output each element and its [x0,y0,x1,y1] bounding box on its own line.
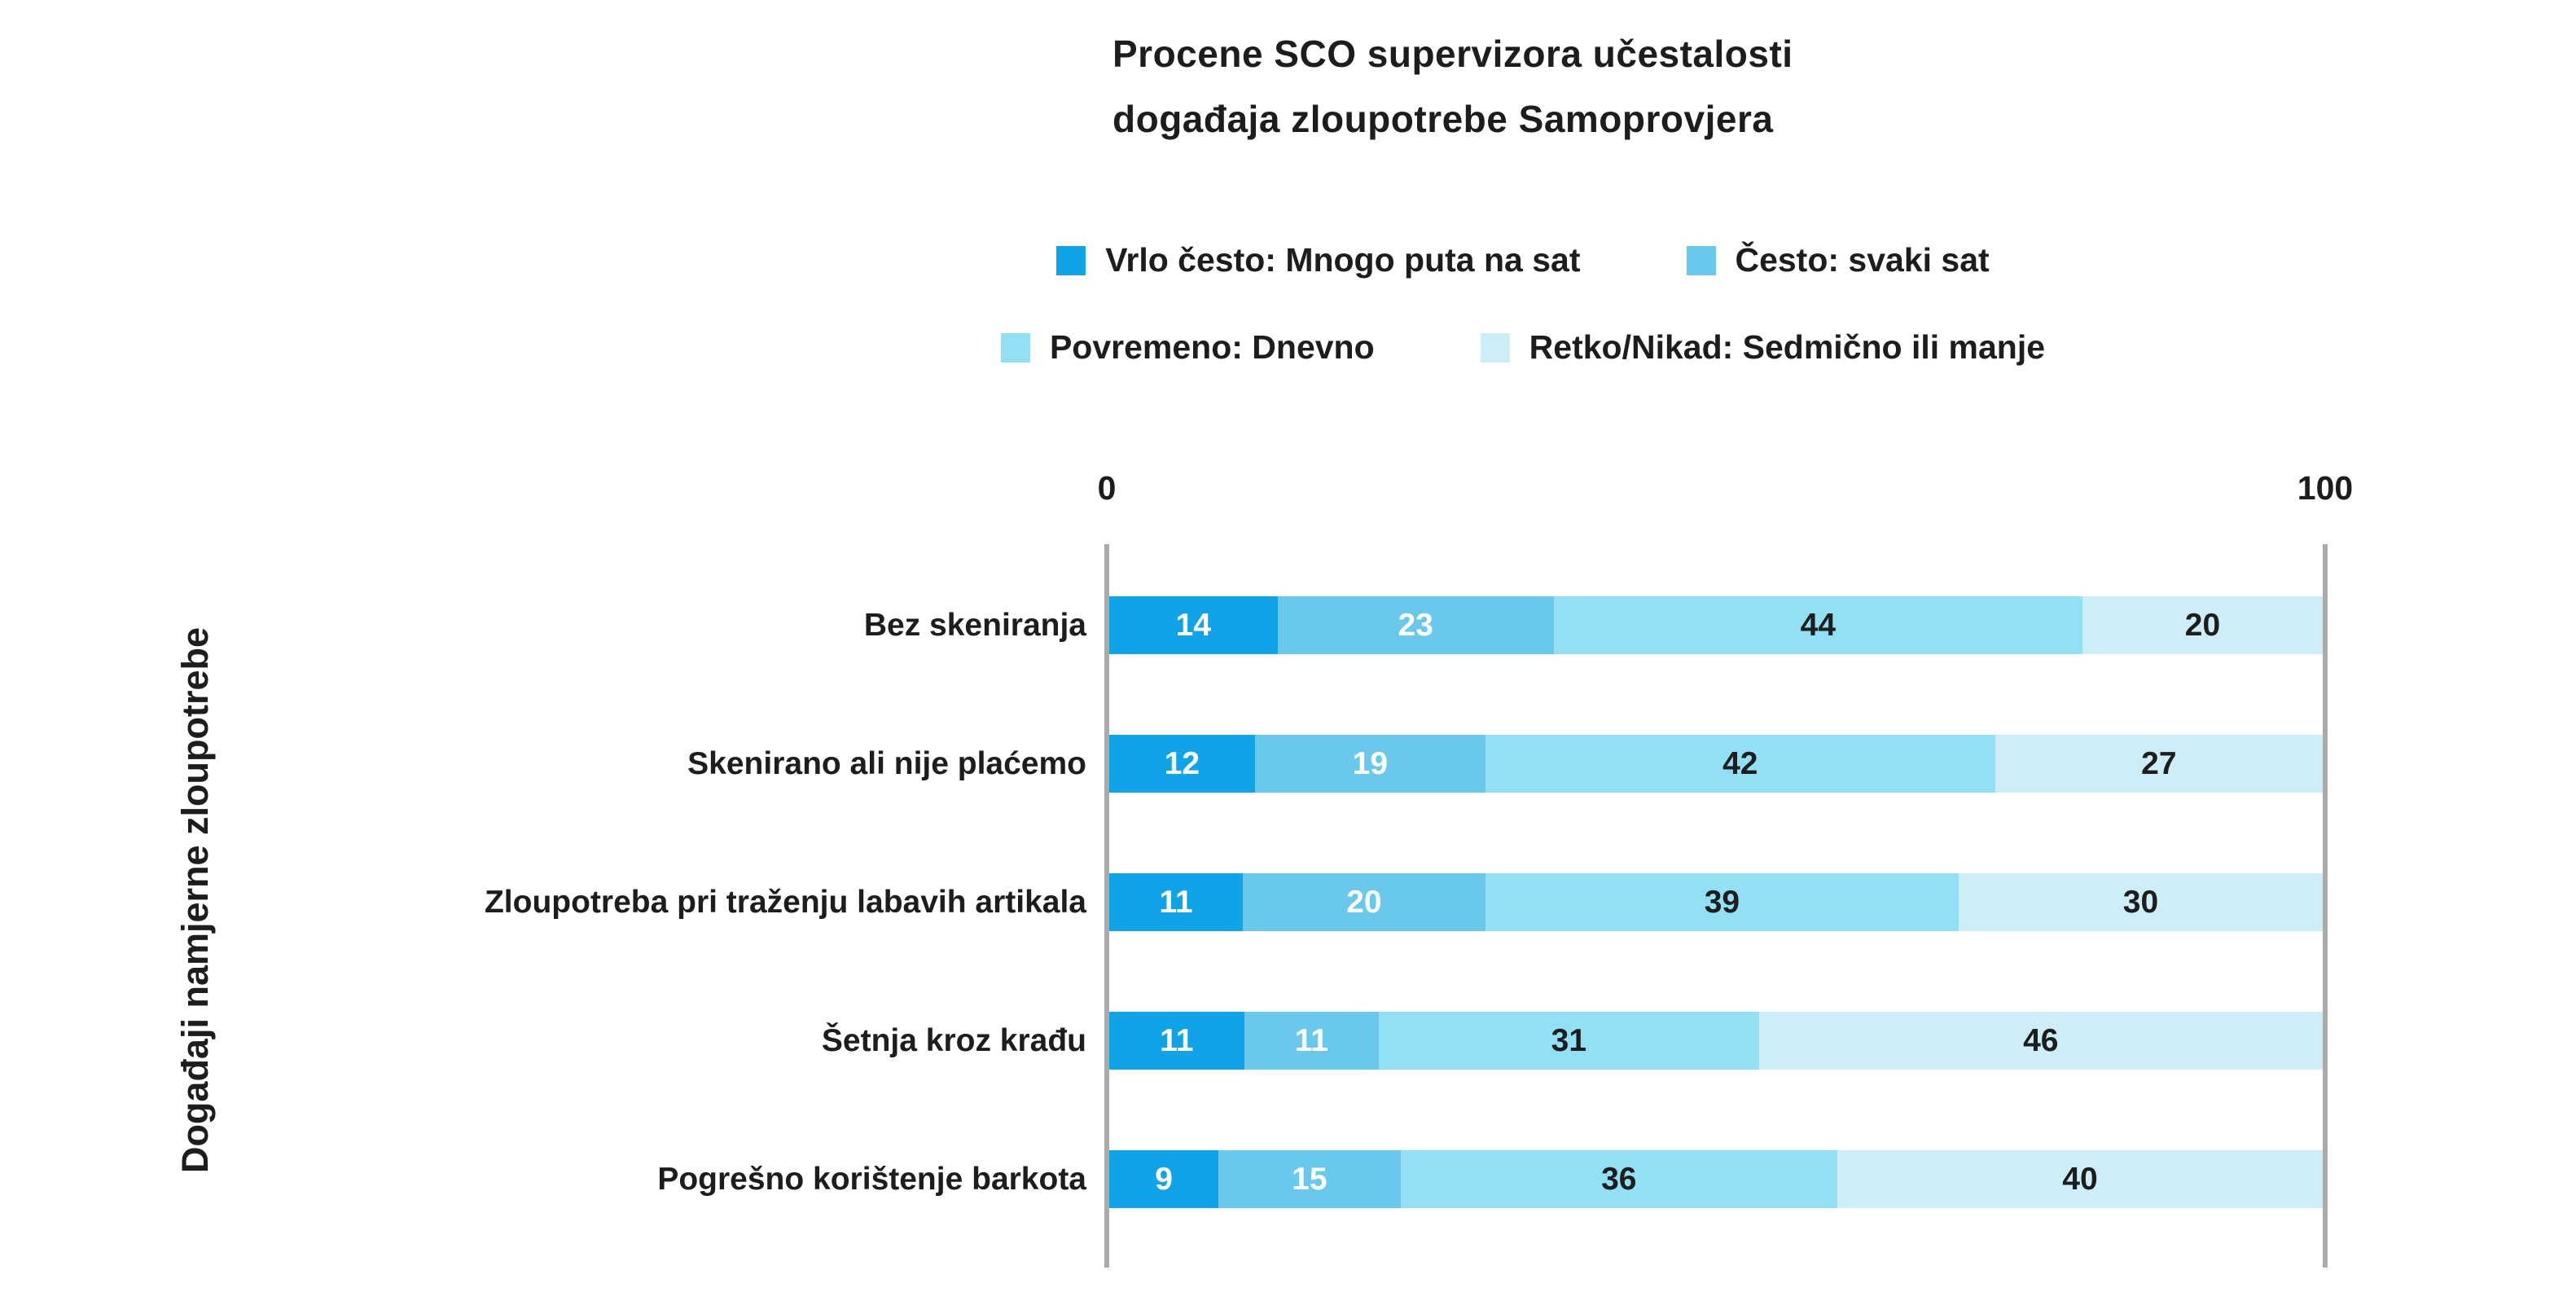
legend-label: Često: svaki sat [1735,241,1990,279]
category-label: Skenirano ali nije plaćemo [687,746,1086,781]
segment-value: 44 [1800,608,1837,643]
legend-swatch-icon [1000,332,1030,363]
stacked-bar: 11 20 39 30 [1109,873,2323,931]
segment-value: 19 [1352,746,1389,781]
segment-value: 15 [1292,1162,1327,1197]
segment-value: 27 [2141,746,2177,781]
bar-row: Bez skeniranja 14 23 44 20 [864,596,2323,654]
segment-value: 20 [2184,608,2221,643]
legend-row: Vrlo često: Mnogo puta na sat Često: svak… [1056,241,1990,279]
category-label: Pogrešno korištenje barkota [657,1162,1086,1197]
bar-segment: 14 [1109,596,1278,654]
bar-row: Pogrešno korištenje barkota 9 15 36 40 [657,1150,2323,1208]
legend: Vrlo često: Mnogo puta na sat Često: svak… [1000,241,2046,367]
bar-segment: 12 [1109,735,1255,793]
legend-item: Povremeno: Dnevno [1000,328,1375,367]
bar-segment: 11 [1109,873,1243,931]
stacked-bar: 11 11 31 46 [1109,1012,2323,1070]
x-axis-line-max [2323,544,2328,1268]
segment-value: 36 [1601,1162,1637,1197]
bar-segment: 42 [1485,735,1995,793]
x-axis-line-min [1104,544,1109,1268]
segment-value: 14 [1175,608,1211,643]
bar-segment: 20 [2082,596,2323,654]
segment-value: 11 [1160,1023,1194,1058]
bar-rows: Bez skeniranja 14 23 44 20 Skenirano ali nije… [485,596,2323,1208]
bar-segment: 31 [1379,1012,1759,1070]
bar-row: Šetnja kroz krađu 11 11 31 46 [822,1012,2323,1070]
legend-swatch-icon [1056,245,1086,275]
stacked-bar: 12 19 42 27 [1109,735,2323,793]
bar-segment: 27 [1995,735,2323,793]
bar-segment: 23 [1277,596,1554,654]
legend-label: Retko/Nikad: Sedmično ili manje [1529,328,2046,366]
legend-item: Retko/Nikad: Sedmično ili manje [1480,328,2046,367]
segment-value: 42 [1722,746,1758,781]
bar-segment: 20 [1242,873,1485,931]
legend-item: Često: svaki sat [1686,241,1990,279]
legend-label: Povremeno: Dnevno [1049,328,1375,366]
bar-segment: 36 [1400,1150,1837,1208]
bar-segment: 15 [1218,1150,1401,1208]
category-label: Bez skeniranja [863,608,1086,643]
category-label: Šetnja kroz krađu [821,1023,1086,1058]
legend-item: Vrlo često: Mnogo puta na sat [1056,241,1580,279]
bar-row: Zloupotreba pri traženju labavih artikal… [485,873,2323,931]
bar-segment: 39 [1485,873,1959,931]
legend-swatch-icon [1480,332,1510,363]
legend-row: Povremeno: Dnevno Retko/Nikad: Sedmično i… [1000,328,2046,367]
bar-segment: 46 [1758,1012,2323,1070]
chart-title: Procene SCO supervizora učestalosti doga… [1112,21,1793,152]
category-label: Zloupotreba pri traženju labavih artikal… [484,885,1086,920]
segment-value: 46 [2023,1023,2059,1058]
chart-title-line1: Procene SCO supervizora učestalosti [1112,33,1793,75]
chart-title-line2: događaja zloupotrebe Samoprovjera [1112,98,1774,140]
x-axis-tick-min: 0 [1097,469,1117,507]
segment-value: 23 [1398,608,1433,643]
x-axis-tick-max: 100 [2297,469,2354,507]
segment-value: 30 [2122,885,2159,920]
segment-value: 11 [1159,885,1193,920]
legend-swatch-icon [1686,245,1716,275]
bar-segment: 19 [1254,735,1485,793]
bar-segment: 11 [1244,1012,1380,1070]
segment-value: 11 [1294,1023,1328,1058]
bar-segment: 11 [1109,1012,1244,1070]
stacked-bar: 9 15 36 40 [1109,1150,2323,1208]
segment-value: 31 [1551,1023,1587,1058]
bar-segment: 40 [1837,1150,2323,1208]
stacked-bar: 14 23 44 20 [1109,596,2323,654]
legend-label: Vrlo često: Mnogo puta na sat [1105,241,1581,279]
bar-segment: 30 [1958,873,2323,931]
bar-segment: 9 [1109,1150,1219,1208]
bar-row: Skenirano ali nije plaćemo 12 19 42 27 [687,735,2323,793]
bar-segment: 44 [1553,596,2082,654]
segment-value: 12 [1164,746,1200,781]
segment-value: 20 [1346,885,1382,920]
segment-value: 40 [2062,1162,2098,1197]
segment-value: 9 [1155,1162,1173,1197]
segment-value: 39 [1704,885,1740,920]
